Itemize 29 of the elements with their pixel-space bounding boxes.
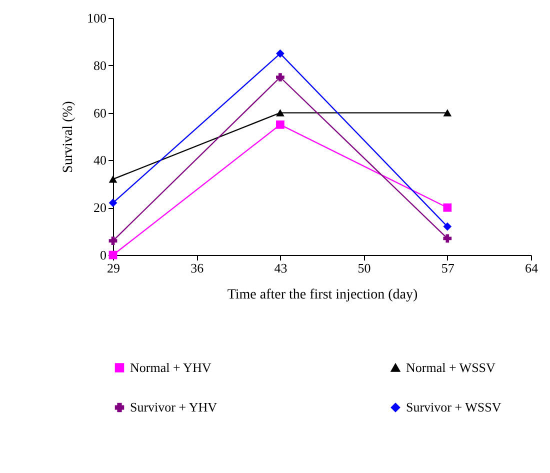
y-tick-label: 0: [100, 248, 106, 262]
y-tick-label: 100: [87, 10, 106, 26]
legend-label: Survivor + YHV: [130, 400, 218, 414]
legend-label: Normal + YHV: [130, 360, 212, 375]
x-tick-label: 36: [190, 260, 204, 276]
legend-label: Normal + WSSV: [406, 360, 496, 375]
point: [108, 236, 118, 245]
y-tick-label: 20: [94, 200, 106, 216]
x-tick-label: 64: [525, 260, 538, 276]
point: [276, 49, 284, 58]
point: [443, 203, 452, 212]
point: [443, 109, 452, 116]
y-tick-label: 40: [94, 152, 106, 168]
x-axis-title: Time after the first injection (day): [227, 288, 418, 302]
x-tick-label: 57: [441, 260, 455, 276]
point: [108, 198, 118, 208]
point: [443, 234, 452, 243]
x-tick-label: 43: [274, 260, 288, 276]
point: [443, 222, 452, 231]
x-tick-label: 50: [358, 260, 371, 276]
y-tick-label: 60: [94, 105, 106, 120]
x-tick-label: 29: [107, 260, 120, 276]
point: [276, 73, 284, 82]
point: [108, 176, 118, 183]
y-axis-title: Survival (%): [61, 100, 76, 173]
legend-label: Survivor + WSSV: [406, 400, 502, 414]
point: [276, 120, 284, 129]
point: [276, 109, 284, 116]
y-tick-label: 80: [94, 58, 106, 73]
